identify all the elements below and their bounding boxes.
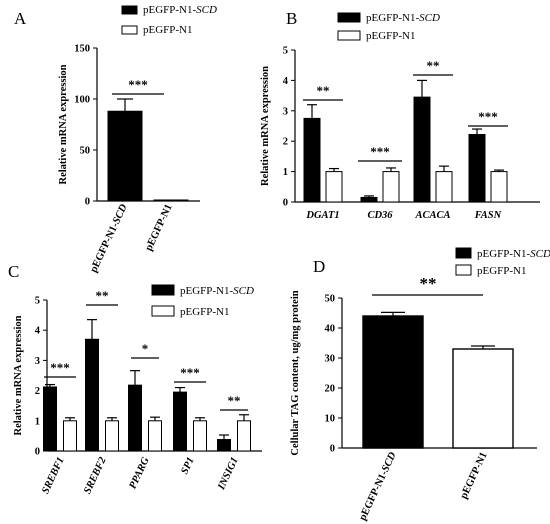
panel-b-bar — [360, 196, 378, 203]
panel-b-y-tick-label: 2 — [283, 137, 288, 148]
panel-c-x-tick-label: SP1 — [179, 456, 196, 477]
panel-d-legend-swatch — [455, 264, 472, 276]
panel-b-bar — [468, 134, 486, 203]
panel-label-c: C — [8, 262, 19, 281]
panel-c-legend-swatch — [151, 284, 175, 296]
panel-c-bar — [105, 420, 119, 452]
panel-c-y-tick-label: 1 — [35, 416, 40, 427]
panel-c-bar — [85, 338, 99, 452]
panel-d-y-tick-label: 0 — [330, 444, 335, 455]
panel-d-y-tick-label: 40 — [325, 324, 336, 335]
panel-d-legend-swatch — [455, 247, 472, 259]
panel-b-legend-label: pEGFP-N1 — [366, 30, 416, 42]
panel-a-bar — [153, 199, 189, 202]
panel-c-significance-label: *** — [50, 360, 70, 375]
panel-c-significance-label: * — [142, 341, 149, 356]
panel-a-y-tick-label: 50 — [80, 146, 91, 157]
panel-b-significance-label: *** — [478, 109, 498, 124]
panel-a-y-tick-label: 150 — [74, 44, 90, 55]
panel-b-y-axis-title: Relative mRNA expression — [260, 66, 271, 186]
panel-b-y-tick-label: 3 — [283, 106, 288, 117]
panel-b-x-tick-label: CD36 — [367, 210, 393, 221]
panel-b-legend-swatch — [337, 12, 361, 23]
panel-c-bar — [237, 420, 251, 452]
panel-b-bar — [303, 117, 321, 203]
panel-b-bar — [490, 171, 508, 203]
panel-b-significance-label: ** — [317, 83, 330, 98]
panel-d-y-tick-label: 30 — [325, 354, 336, 365]
panel-c-bar — [43, 386, 57, 452]
panel-d-significance-label: ** — [420, 274, 437, 293]
panel-b-y-tick-label: 0 — [283, 198, 288, 209]
panel-a-legend-label: pEGFP-N1-SCD — [143, 4, 217, 16]
panel-b-significance-label: ** — [427, 58, 440, 73]
panel-c-y-tick-label: 2 — [35, 386, 40, 397]
panel-c-y-tick-label: 0 — [35, 447, 40, 458]
panel-b-y-tick-label: 5 — [283, 46, 288, 57]
panel-b-y-tick-label: 4 — [283, 76, 289, 87]
panel-b-bar — [435, 171, 453, 203]
panel-d-y-axis-title: Cellular TAG content, ug/mg protein — [290, 290, 301, 455]
panel-c-bar — [173, 391, 187, 452]
panel-c-y-tick-label: 3 — [35, 356, 40, 367]
panel-d-legend-label: pEGFP-N1 — [477, 265, 527, 277]
panel-a-legend-swatch — [121, 5, 138, 15]
panel-c-legend-label: pEGFP-N1 — [180, 306, 230, 318]
panel-c-x-tick-label: SREBF1 — [40, 456, 66, 496]
panel-a-y-tick-label: 100 — [74, 95, 90, 106]
panel-d-x-tick-label: pEGFP-N1 — [459, 451, 490, 501]
panel-d-bar — [362, 315, 424, 449]
panel-c-bar — [217, 439, 231, 452]
panel-c-x-tick-label: PPARG — [128, 455, 152, 491]
panel-d-chart: 0 10 20 30 40 50 Cellular TAG content, ug/mg p… — [290, 247, 550, 522]
panel-a-x-tick-label: pEGFP-N1-SCD — [88, 202, 129, 274]
panel-c-significance-label: ** — [228, 393, 241, 408]
panel-label-a: A — [14, 9, 27, 28]
panel-b-legend-swatch — [337, 30, 361, 41]
panel-a-significance-label: *** — [128, 77, 148, 92]
panel-c-significance-label: *** — [180, 365, 200, 380]
panel-b-bar — [382, 171, 400, 203]
panel-d-legend-label: pEGFP-N1-SCD — [477, 248, 550, 260]
panel-c-x-tick-label: INSIG1 — [216, 456, 241, 493]
panel-a-x-tick-label: pEGFP-N1 — [144, 203, 175, 253]
panel-d-x-tick-label: pEGFP-N1-SCD — [357, 450, 398, 522]
panel-label-d: D — [313, 257, 325, 276]
panel-b-x-tick-label: FASN — [474, 210, 502, 221]
panel-c-x-tick-label: SREBF2 — [82, 455, 109, 496]
panel-b-bar — [413, 96, 431, 203]
panel-b-x-tick-label: ACACA — [414, 210, 450, 221]
panel-a-bar — [107, 110, 143, 202]
panel-a-y-axis-title: Relative mRNA expression — [58, 64, 69, 184]
panel-b-significance-label: *** — [370, 144, 390, 159]
panel-c-legend-label: pEGFP-N1-SCD — [180, 285, 254, 297]
panel-a-y-tick-label: 0 — [85, 197, 90, 208]
panel-d-bar — [452, 348, 514, 449]
panel-c-bar — [193, 420, 207, 452]
panel-c-y-axis-title: Relative mRNA expression — [13, 315, 24, 435]
panel-c-bar — [63, 420, 77, 452]
panel-c-bar — [148, 420, 162, 452]
panel-c-y-tick-label: 4 — [35, 326, 41, 337]
panel-c-significance-label: ** — [96, 288, 109, 303]
panel-c-bar — [128, 384, 142, 452]
panel-b-bar — [325, 171, 343, 203]
panel-c-y-tick-label: 5 — [35, 296, 40, 307]
panel-a-legend-label: pEGFP-N1 — [143, 24, 193, 36]
panel-a-chart: 0 50 100 150 Relative mRNA expression *** pEGF… — [58, 4, 217, 274]
panel-b-legend-label: pEGFP-N1-SCD — [366, 12, 440, 24]
panel-label-b: B — [286, 9, 297, 28]
panel-c-legend-swatch — [151, 305, 175, 317]
panel-b-x-tick-label: DGAT1 — [305, 210, 339, 221]
panel-d-y-tick-label: 10 — [325, 414, 336, 425]
panel-b-y-tick-label: 1 — [283, 167, 288, 178]
panel-a-legend-swatch — [121, 25, 138, 35]
panel-d-y-tick-label: 20 — [325, 384, 336, 395]
panel-d-y-tick-label: 50 — [325, 294, 336, 305]
